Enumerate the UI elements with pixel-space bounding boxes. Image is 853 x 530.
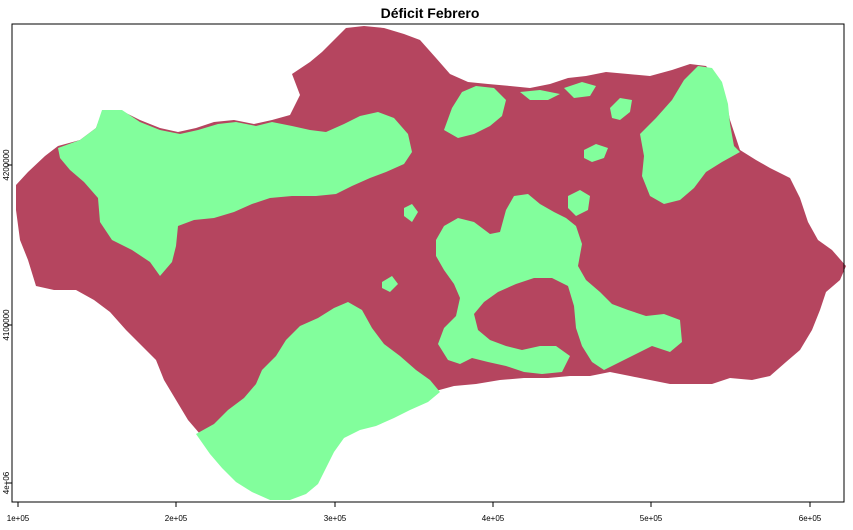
no-deficit-region-northeast [640,66,740,204]
x-tick-label: 4e+05 [482,514,505,523]
no-deficit-patch-4 [382,276,398,292]
no-deficit-patch-7 [564,82,596,98]
no-deficit-region-central [436,194,682,374]
x-axis: 1e+05 2e+05 3e+05 4e+05 5e+05 6e+05 [7,502,822,523]
no-deficit-patch-5 [568,190,590,216]
no-deficit-region-north [444,86,506,138]
no-deficit-region-south [196,302,440,500]
x-tick-label: 2e+05 [165,514,188,523]
x-tick-label: 1e+05 [7,514,30,523]
map-title: Déficit Febrero [381,5,480,21]
x-tick-label: 6e+05 [799,514,822,523]
no-deficit-patch-2 [584,144,608,162]
y-tick-label: 4200000 [2,149,11,181]
x-tick-label: 5e+05 [640,514,663,523]
y-tick-label: 4e+06 [2,471,11,494]
x-tick-label: 3e+05 [324,514,347,523]
no-deficit-patch-6 [520,90,560,100]
no-deficit-region-west [58,110,412,276]
no-deficit-patch-1 [610,98,632,120]
map-layer [16,26,846,500]
no-deficit-patch-3 [404,204,418,222]
y-axis: 4e+06 4100000 4200000 [2,149,12,494]
plot-frame [11,23,845,503]
y-tick-label: 4100000 [2,309,11,341]
